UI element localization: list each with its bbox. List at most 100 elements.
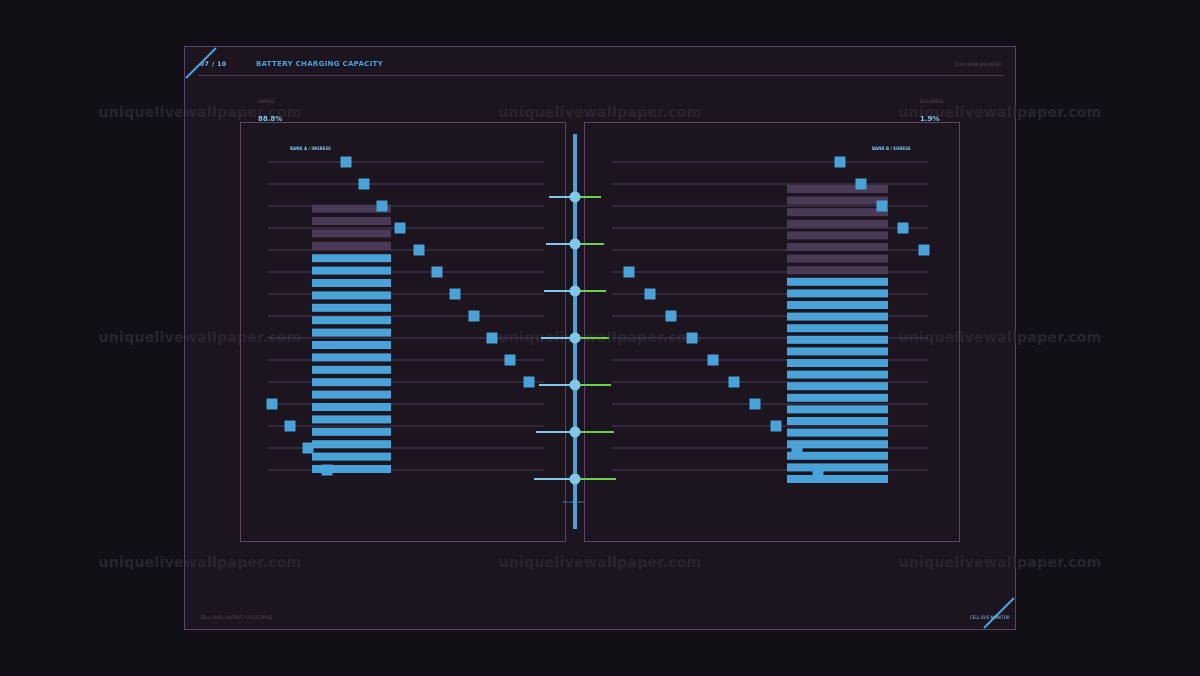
marker [340, 156, 352, 168]
empty-cell [312, 229, 391, 238]
watermark: uniquelivewallpaper.com [498, 105, 702, 121]
bus-node [569, 191, 581, 203]
bank-b-cells [787, 185, 888, 483]
marker [284, 420, 296, 432]
footer-right: CELL BUS MONITOR [970, 615, 1010, 620]
charged-cell [312, 291, 391, 300]
charged-cell [787, 370, 888, 379]
charged-cell [787, 289, 888, 298]
marker [855, 178, 867, 190]
charged-cell [787, 312, 888, 321]
charged-cell [312, 328, 391, 337]
marker [486, 332, 498, 344]
empty-cell [312, 204, 391, 213]
corner-accent-bottom-right [983, 597, 1015, 629]
header-subtitle: DUAL BANK BALANCER [955, 62, 1002, 67]
marker [897, 222, 909, 234]
charged-cell [312, 254, 391, 263]
charged-cell [787, 463, 888, 472]
charged-cell [312, 415, 391, 424]
empty-cell [787, 185, 888, 193]
charged-cell [787, 405, 888, 414]
marker [431, 266, 443, 278]
marker [749, 398, 761, 410]
marker [468, 310, 480, 322]
marker [707, 354, 719, 366]
empty-cell [312, 217, 391, 225]
marker [665, 310, 677, 322]
charged-cell [787, 382, 888, 391]
bus-node [569, 426, 581, 438]
balance-bus-label: BALANCE BUS [563, 500, 585, 504]
charged-cell [312, 303, 391, 312]
marker [918, 244, 930, 256]
charged-cell [312, 279, 391, 287]
charged-cell [312, 266, 391, 275]
marker [302, 442, 314, 454]
charged-cell [787, 335, 888, 344]
charged-cell [312, 427, 391, 436]
empty-cell [787, 231, 888, 240]
marker [644, 288, 656, 300]
empty-cell [787, 208, 888, 217]
empty-cell [787, 196, 888, 205]
bank-a-grid [268, 161, 544, 471]
left-metric-label: CHARGE [258, 99, 275, 104]
empty-cell [787, 254, 888, 263]
charged-cell [787, 277, 888, 286]
bank-b-grid [612, 161, 928, 471]
marker [504, 354, 516, 366]
watermark: uniquelivewallpaper.com [898, 330, 1102, 346]
charged-cell [312, 378, 391, 387]
charged-cell [787, 359, 888, 367]
marker [791, 442, 803, 454]
header-divider [198, 75, 1004, 76]
marker [812, 464, 824, 476]
charged-cell [787, 440, 888, 449]
empty-cell [312, 241, 391, 250]
watermark: uniquelivewallpaper.com [98, 555, 302, 571]
bank-b-markers [623, 156, 930, 476]
charged-cell [312, 341, 391, 349]
marker [413, 244, 425, 256]
page-title: BATTERY CHARGING CAPACITY [256, 60, 383, 68]
bus-node [569, 238, 581, 250]
bank-a-markers [266, 156, 535, 476]
marker [358, 178, 370, 190]
charged-cell [787, 475, 888, 483]
charged-cell [787, 301, 888, 309]
charged-cell [787, 393, 888, 402]
corner-accent-top-left [185, 47, 217, 79]
marker [321, 464, 333, 476]
watermark: uniquelivewallpaper.com [98, 330, 302, 346]
empty-cell [787, 243, 888, 251]
marker [449, 288, 461, 300]
charged-cell [787, 417, 888, 425]
empty-cell [787, 266, 888, 275]
page-indicator: 07 / 10 [200, 61, 227, 68]
marker [623, 266, 635, 278]
watermark: uniquelivewallpaper.com [898, 105, 1102, 121]
charged-cell [312, 440, 391, 449]
charged-cell [787, 451, 888, 460]
watermark: uniquelivewallpaper.com [898, 555, 1102, 571]
bank-a-label: BANK A / INGRESS [290, 146, 331, 151]
marker [523, 376, 535, 388]
marker [770, 420, 782, 432]
marker [876, 200, 888, 212]
left-metric-value: 88.8% [258, 115, 283, 123]
charged-cell [312, 365, 391, 374]
watermark: uniquelivewallpaper.com [498, 555, 702, 571]
charged-cell [787, 324, 888, 333]
bank-b-label: BANK B / EGRESS [872, 146, 911, 151]
charged-cell [312, 390, 391, 399]
empty-cell [787, 219, 888, 228]
footer-left: CELL LOAD / OUTPUT / CYCLE DRIVE [200, 615, 273, 620]
bus-node [569, 332, 581, 344]
marker [266, 398, 278, 410]
charged-cell [312, 465, 391, 473]
charged-cell [787, 428, 888, 437]
marker [376, 200, 388, 212]
watermark: uniquelivewallpaper.com [98, 105, 302, 121]
